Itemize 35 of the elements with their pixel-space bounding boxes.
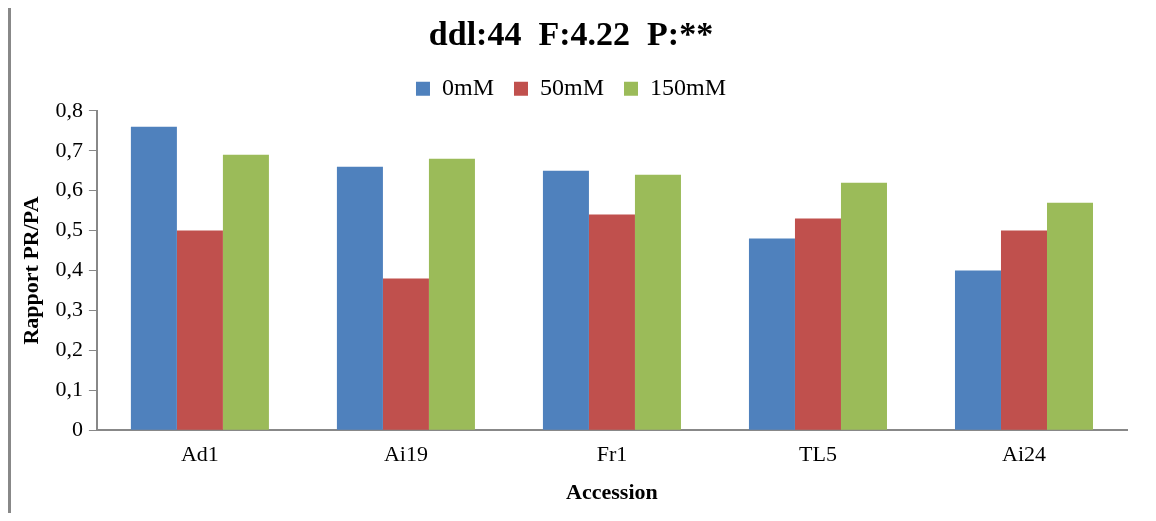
bar (634, 174, 681, 430)
bar (794, 218, 841, 430)
y-tick-label: 0,7 (55, 136, 83, 162)
bar (840, 182, 887, 430)
bar (748, 238, 795, 430)
chart-title: ddl:44 F:4.22 P:** (428, 15, 714, 53)
x-tick-label: TL5 (799, 441, 837, 467)
bar (176, 230, 223, 430)
bar (428, 158, 475, 430)
y-tick-label: 0,6 (55, 176, 83, 202)
x-tick-label: Ai19 (383, 441, 428, 467)
bar (588, 214, 635, 430)
x-tick-label: Ad1 (180, 441, 219, 467)
legend-label: 0mM (441, 74, 494, 101)
y-tick-label: 0,4 (55, 256, 83, 282)
y-tick-label: 0,8 (55, 96, 83, 122)
y-axis-title: Rapport PR/PA (17, 196, 43, 345)
bar (1047, 202, 1094, 430)
bar (542, 170, 589, 430)
y-tick-label: 0,3 (55, 296, 83, 322)
bar (1000, 230, 1047, 430)
bar (222, 154, 269, 430)
y-tick-label: 0,5 (55, 216, 83, 242)
y-tick-label: 0,2 (55, 336, 83, 362)
bar (954, 270, 1001, 430)
x-tick-label: Fr1 (596, 441, 628, 467)
bar (130, 126, 177, 430)
legend-label: 150mM (650, 74, 727, 101)
x-axis-title: Accession (566, 479, 658, 505)
y-tick-label: 0,1 (55, 376, 83, 402)
bar (382, 278, 429, 430)
bar (336, 166, 383, 430)
legend-label: 50mM (540, 74, 605, 101)
x-tick-label: Ai24 (1001, 441, 1046, 467)
y-tick-label: 0 (71, 415, 83, 441)
